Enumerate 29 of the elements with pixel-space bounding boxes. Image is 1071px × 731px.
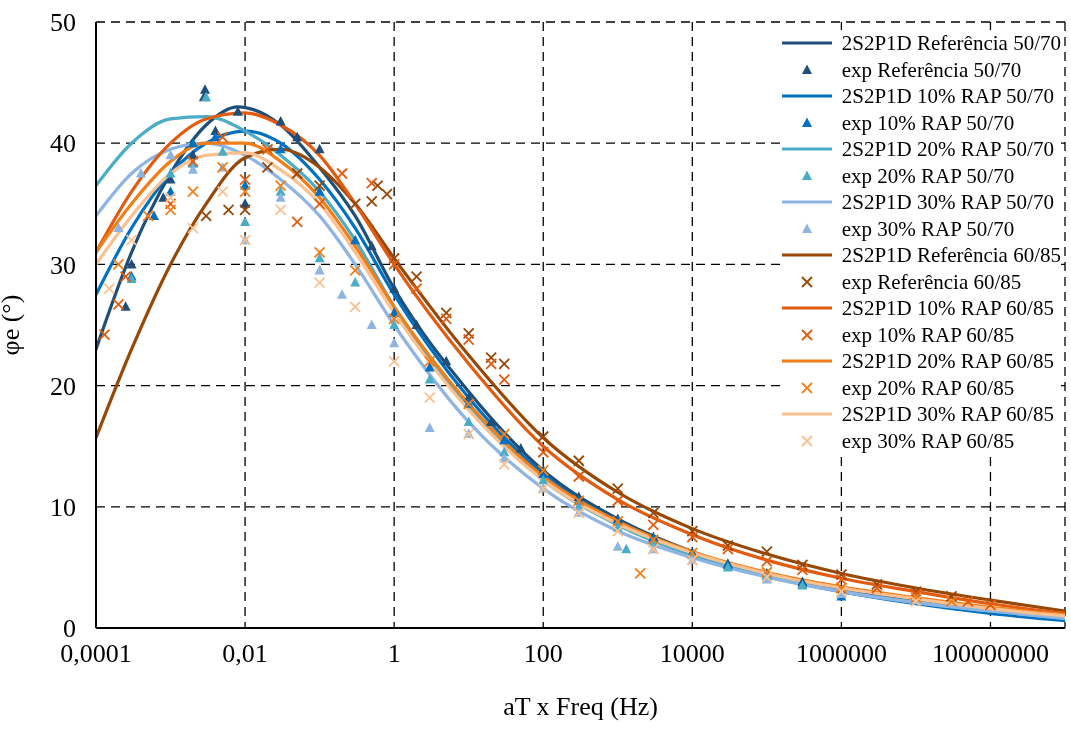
legend-label: 2S2P1D 20% RAP 60/85	[841, 348, 1054, 375]
legend-label: 2S2P1D 20% RAP 50/70	[841, 136, 1054, 163]
legend-label: 2S2P1D 10% RAP 50/70	[841, 83, 1054, 110]
legend-label: 2S2P1D Referência 60/85	[841, 242, 1061, 269]
x-tick-label: 1	[387, 639, 401, 669]
legend-label: exp 10% RAP 60/85	[841, 321, 1015, 348]
legend-label: 2S2P1D 30% RAP 60/85	[841, 401, 1054, 428]
legend-label: exp Referência 50/70	[841, 56, 1022, 83]
legend-label: 2S2P1D 10% RAP 60/85	[841, 295, 1054, 322]
x-tick-label: 10000	[659, 639, 725, 669]
x-tick-label: 0,01	[222, 639, 268, 669]
y-tick-label: 20	[50, 371, 76, 401]
legend-label: 2S2P1D Referência 50/70	[841, 30, 1061, 57]
x-tick-label: 100	[523, 639, 563, 669]
legend-label: exp 10% RAP 50/70	[841, 109, 1015, 136]
y-tick-label: 30	[50, 250, 76, 280]
legend-label: 2S2P1D 30% RAP 50/70	[841, 189, 1054, 216]
y-tick-label: 50	[50, 8, 76, 38]
legend-label: exp 20% RAP 60/85	[841, 374, 1015, 401]
x-axis-title: aT x Freq (Hz)	[503, 692, 658, 721]
legend-label: exp Referência 60/85	[841, 268, 1022, 295]
y-tick-label: 10	[50, 493, 76, 523]
legend-label: exp 30% RAP 60/85	[841, 427, 1015, 454]
x-tick-label: 100000000	[931, 639, 1049, 669]
y-tick-label: 40	[50, 129, 76, 159]
y-axis-title: φe (°)	[0, 294, 26, 356]
legend-label: exp 20% RAP 50/70	[841, 162, 1015, 189]
x-tick-label: 1000000	[795, 639, 887, 669]
legend-label: exp 30% RAP 50/70	[841, 215, 1015, 242]
